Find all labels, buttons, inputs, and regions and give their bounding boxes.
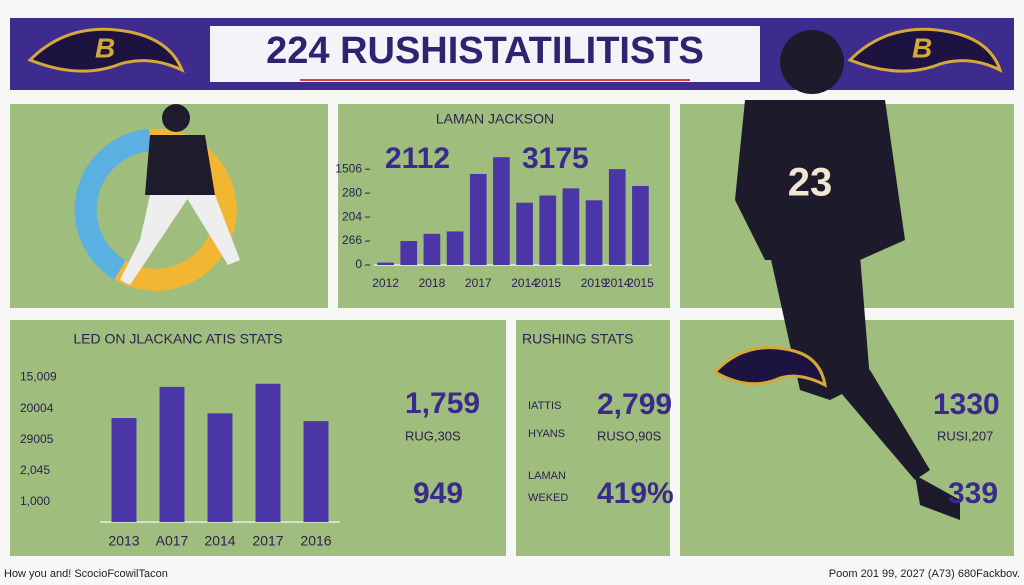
annotation: 3175 — [522, 142, 589, 175]
y-tick-label: 20004 — [20, 401, 54, 415]
logo-mid — [712, 346, 827, 388]
x-tick-label: 2015 — [534, 276, 561, 290]
x-tick-label: 2013 — [108, 533, 139, 549]
x-tick-label: 2017 — [252, 533, 283, 549]
stat-value: 949 — [413, 477, 463, 510]
x-tick-label: A017 — [156, 533, 189, 549]
x-tick-label: 2014 — [604, 276, 631, 290]
panel — [516, 320, 670, 556]
x-tick-label: 2019 — [581, 276, 608, 290]
bar — [539, 195, 557, 265]
stat-value: 1330 — [933, 388, 1000, 421]
x-tick-label: 2017 — [465, 276, 492, 290]
stat-label: WEKED — [528, 492, 568, 504]
title: 224 RUSHISTATILITISTS — [266, 30, 704, 72]
bar — [400, 241, 418, 265]
stat-value: 339 — [948, 477, 998, 510]
svg-text:B: B — [912, 32, 932, 63]
footer-right: Poom 201 99, 2027 (A73) 680Fackbov. — [829, 568, 1020, 580]
stat-label: IATTIS — [528, 400, 561, 412]
y-tick-label: 29005 — [20, 432, 54, 446]
logo-left: B — [27, 27, 185, 73]
y-tick-label: 15,009 — [20, 370, 57, 384]
bar — [608, 169, 626, 265]
x-tick-label: 2012 — [372, 276, 399, 290]
bar — [516, 202, 533, 265]
logo-right: B — [847, 27, 1003, 73]
stat-value: 1,759 — [405, 387, 480, 420]
y-tick-label: 204 — [342, 209, 362, 223]
bar — [159, 386, 185, 522]
bar — [632, 185, 649, 265]
y-tick-label: 280 — [342, 185, 362, 199]
bar — [423, 233, 441, 265]
stat-value: 419% — [597, 477, 674, 510]
stat-label: LAMAN — [528, 470, 566, 482]
x-tick-label: 2018 — [419, 276, 446, 290]
x-tick-label: 2014 — [204, 533, 235, 549]
stat-value: 2,799 — [597, 388, 672, 421]
bar — [469, 173, 487, 265]
bar — [493, 157, 510, 265]
stat-label: HYANS — [528, 428, 565, 440]
chart-title: LAMAN JACKSON — [436, 111, 554, 127]
y-tick-label: 2,045 — [20, 463, 50, 477]
player-left — [120, 104, 240, 285]
stat-label: RUG,30S — [405, 428, 461, 443]
player-right: 23 — [735, 30, 960, 520]
bar — [255, 383, 281, 522]
footer-left: How you and! ScocioFcowilTacon — [4, 568, 168, 580]
x-tick-label: 2014 — [511, 276, 538, 290]
chart-title: LED ON JLACKANC ATIS STATS — [73, 331, 282, 347]
stat-label: RUSO,90S — [597, 428, 662, 443]
y-tick-label: 0 — [355, 257, 362, 271]
bar — [303, 421, 329, 522]
bar — [562, 188, 580, 265]
y-tick-label: 1,000 — [20, 494, 50, 508]
y-tick-label: 266 — [342, 233, 362, 247]
bar — [585, 200, 603, 265]
bar — [111, 418, 137, 522]
svg-text:B: B — [95, 32, 115, 63]
x-tick-label: 2016 — [300, 533, 331, 549]
svg-text:23: 23 — [788, 161, 833, 205]
bar — [207, 413, 233, 522]
bar — [446, 231, 464, 265]
bar — [377, 262, 394, 265]
y-tick-label: 1506 — [335, 161, 362, 175]
x-tick-label: 2015 — [627, 276, 654, 290]
section-title: RUSHING STATS — [522, 331, 634, 347]
annotation: 2112 — [385, 142, 450, 175]
stat-label: RUSI,207 — [937, 428, 993, 443]
title-box — [210, 26, 760, 82]
